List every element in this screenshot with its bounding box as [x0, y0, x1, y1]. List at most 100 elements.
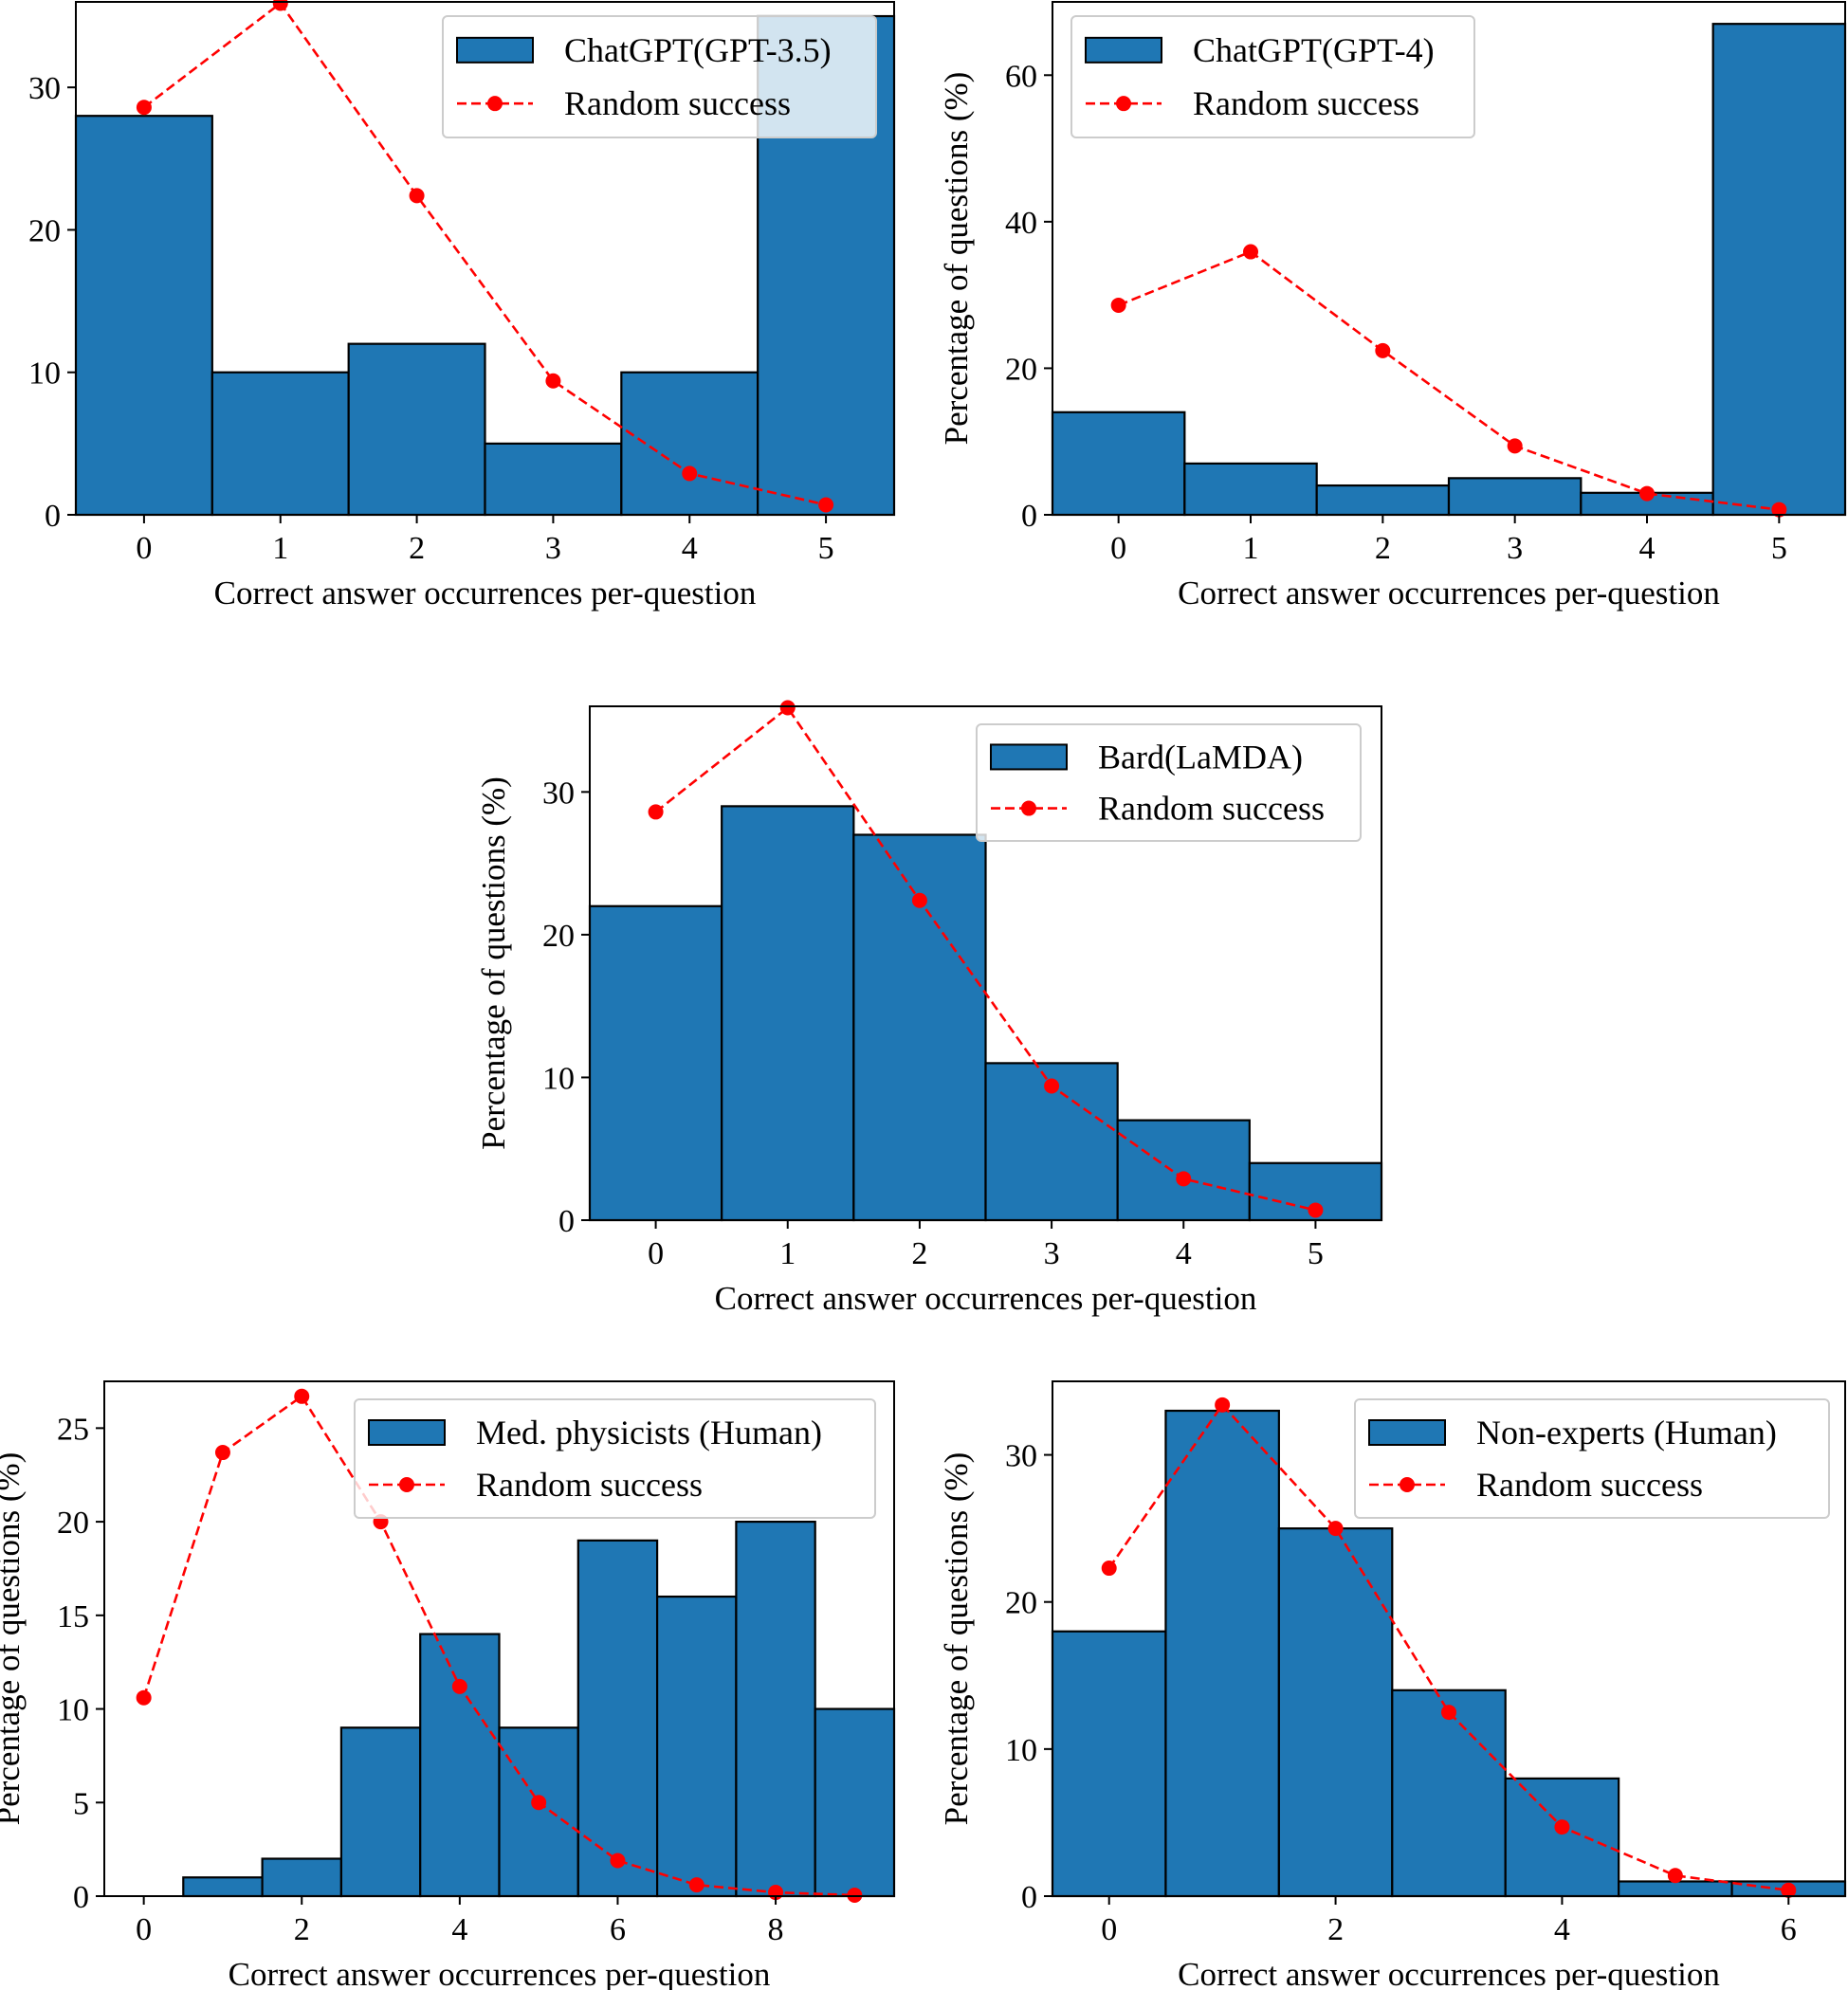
- x-tick-label: 5: [818, 531, 834, 566]
- x-axis-label: Correct answer occurrences per-question: [214, 575, 757, 612]
- random-success-point: [1215, 1397, 1231, 1413]
- random-success-point: [531, 1795, 547, 1811]
- bar: [1164, 1409, 1280, 1898]
- x-tick-label: 3: [1507, 531, 1523, 566]
- y-tick-label: 0: [1021, 1880, 1037, 1915]
- bar: [1504, 1777, 1620, 1898]
- legend-label-bars: ChatGPT(GPT-4): [1193, 31, 1435, 69]
- legend-label-random: Random success: [1193, 84, 1419, 122]
- y-tick-label: 60: [1005, 59, 1037, 94]
- legend-bar-swatch: [1368, 1419, 1446, 1446]
- axes-frame: [589, 705, 1382, 1221]
- bar-series: [182, 1520, 896, 1898]
- bar: [1447, 477, 1583, 517]
- y-tick-label: 0: [73, 1880, 89, 1915]
- bar: [1315, 484, 1451, 517]
- bar: [1618, 1880, 1733, 1898]
- x-tick-label: 2: [911, 1236, 927, 1271]
- bar: [576, 1539, 659, 1898]
- bar: [1711, 23, 1847, 517]
- axes-frame: [1052, 1, 1846, 516]
- x-axis-label: Correct answer occurrences per-question: [715, 1280, 1257, 1317]
- x-tick-label: 4: [682, 531, 698, 566]
- y-tick-label: 10: [1005, 1733, 1037, 1768]
- bar: [620, 371, 759, 517]
- y-tick-label: 5: [73, 1786, 89, 1821]
- legend-marker: [487, 96, 503, 112]
- random-success-series: [648, 700, 1324, 1218]
- bar-series: [588, 805, 1383, 1222]
- x-tick-label: 3: [545, 531, 561, 566]
- x-tick-label: 4: [451, 1912, 467, 1947]
- x-tick-label: 6: [1781, 1912, 1797, 1947]
- random-success-point: [648, 804, 664, 820]
- random-success-point: [1243, 244, 1258, 260]
- random-success-line: [1118, 250, 1780, 511]
- y-tick-label: 30: [542, 776, 575, 811]
- random-success-series: [136, 0, 834, 513]
- y-axis-label: Percentage of questions (%): [938, 72, 975, 446]
- x-tick-label: 0: [648, 1236, 664, 1271]
- random-success-point: [1110, 297, 1126, 313]
- random-success-series: [1110, 244, 1787, 518]
- y-tick-label: 20: [57, 1506, 89, 1541]
- legend-box: [354, 1398, 876, 1519]
- legend-bar-swatch: [1085, 36, 1162, 64]
- random-success-point: [1308, 1202, 1324, 1218]
- x-axis-label: Correct answer occurrences per-question: [229, 1956, 771, 1990]
- y-tick-label: 15: [57, 1599, 89, 1634]
- bar: [498, 1726, 579, 1898]
- y-axis-label: Percentage of questions (%): [938, 1452, 975, 1826]
- y-tick-label: 0: [1021, 499, 1037, 534]
- random-success-point: [818, 497, 834, 513]
- bar-series: [1051, 1409, 1847, 1898]
- random-success-point: [451, 1678, 467, 1694]
- random-success-series: [1101, 1397, 1797, 1898]
- x-tick-label: 2: [409, 531, 425, 566]
- bar: [814, 1707, 896, 1898]
- bar: [735, 1520, 816, 1898]
- legend-label-random: Random success: [476, 1466, 703, 1504]
- y-tick-label: 20: [1005, 352, 1037, 387]
- random-success-point: [294, 1388, 310, 1404]
- legend-bar-swatch: [456, 36, 534, 64]
- y-tick-label: 25: [57, 1412, 89, 1447]
- legend: Med. physicists (Human) Random success: [354, 1398, 876, 1519]
- panel-chatgpt-gpt4: 0 1 2 3 4 5 0 20 40 60 Correct answer occurrences …: [938, 1, 1847, 612]
- legend-bar-swatch: [368, 1419, 446, 1446]
- legend-marker: [399, 1477, 414, 1492]
- legend-label-random: Random success: [1098, 790, 1325, 828]
- bar: [1051, 1630, 1167, 1898]
- legend-box: [1070, 15, 1475, 138]
- legend-marker: [1021, 800, 1036, 816]
- bar: [484, 442, 623, 517]
- x-tick-label: 0: [136, 1912, 152, 1947]
- y-tick-label: 40: [1005, 206, 1037, 241]
- bar: [210, 371, 350, 517]
- x-tick-label: 3: [1044, 1236, 1060, 1271]
- bar: [1183, 462, 1318, 517]
- y-tick-label: 0: [558, 1204, 575, 1239]
- x-tick-label: 5: [1308, 1236, 1324, 1271]
- random-success-point: [1375, 342, 1391, 358]
- legend: ChatGPT(GPT-4) Random success: [1070, 15, 1475, 138]
- random-success-line: [143, 1, 827, 506]
- panel-med-physicists: 0 2 4 6 8 0 5 10 15 20 25 Correct answer occurrence…: [0, 1380, 896, 1990]
- x-tick-label: 6: [610, 1912, 626, 1947]
- bar: [721, 805, 855, 1222]
- bar-series: [1051, 23, 1847, 517]
- bar: [1391, 1689, 1507, 1898]
- random-success-point: [688, 1877, 704, 1893]
- random-success-line: [142, 1394, 855, 1897]
- legend-box: [442, 15, 877, 138]
- random-success-point: [214, 1445, 230, 1461]
- random-success-point: [1554, 1819, 1570, 1835]
- x-tick-label: 0: [1101, 1912, 1117, 1947]
- x-tick-label: 5: [1771, 531, 1787, 566]
- random-success-point: [409, 188, 425, 204]
- bar: [655, 1595, 738, 1898]
- legend-marker: [1116, 96, 1131, 112]
- bar: [419, 1633, 501, 1898]
- legend-label-random: Random success: [1476, 1466, 1703, 1504]
